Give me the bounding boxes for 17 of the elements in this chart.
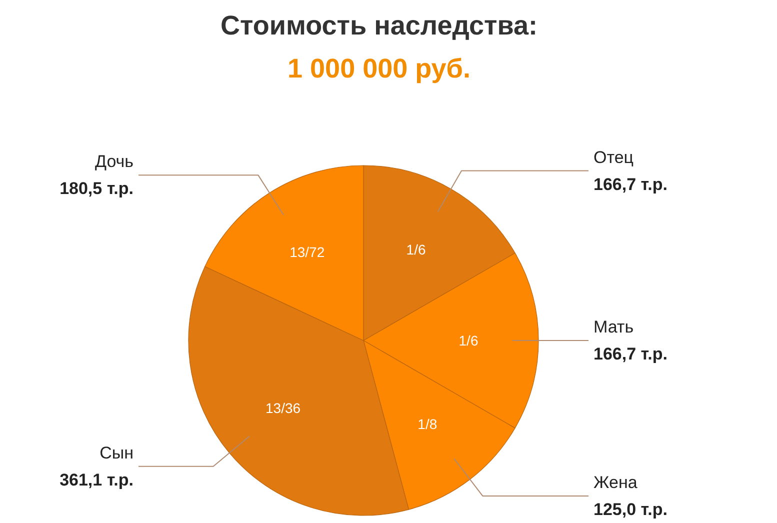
data-label: 361,1 т.р. [60, 470, 134, 490]
chart-title: Стоимость наследства: [220, 10, 538, 40]
slice-label: Мать [594, 318, 634, 337]
data-label: 125,0 т.р. [594, 500, 668, 520]
chart-subtitle: 1 000 000 руб. [288, 54, 470, 84]
data-label: 180,5 т.р. [60, 179, 134, 198]
data-label: 166,7 т.р. [594, 174, 668, 194]
text: 1/8 [418, 416, 438, 432]
data-label: 166,7 т.р. [594, 344, 668, 364]
text: 1/6 [458, 332, 478, 349]
slice-label: Отец [594, 148, 634, 167]
slice-label: Жена [594, 473, 638, 492]
text: 13/72 [290, 244, 325, 260]
slice-label: Дочь [95, 152, 134, 172]
slice-label: Сын [100, 443, 134, 462]
text: 1/6 [406, 242, 426, 258]
text: 13/36 [266, 400, 301, 416]
